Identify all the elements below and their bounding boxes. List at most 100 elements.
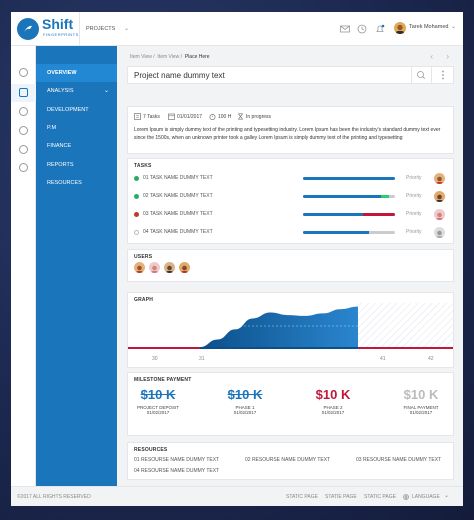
logo-icon[interactable] — [17, 18, 39, 40]
resource-link[interactable]: 02 RESOURSE NAME DUMMY TEXT — [245, 457, 331, 463]
breadcrumb: Item View / Item View / Place Here — [130, 54, 210, 60]
tick-label: 31 — [199, 356, 205, 362]
tasks-count: 7 Tasks — [143, 114, 160, 120]
brand-name[interactable]: Shift — [42, 16, 74, 32]
sidebar-item-label: DEVELOPMENT — [47, 107, 89, 113]
forecast-region — [358, 303, 453, 347]
task-row[interactable]: 01 TASK NAME DUMMY TEXT Priority — [134, 173, 449, 185]
rail-globe-icon[interactable] — [11, 159, 36, 177]
breadcrumb-item[interactable]: Item View / — [157, 54, 183, 60]
sidebar-item-resources[interactable]: RESOURCES — [36, 174, 117, 192]
calendar-icon — [168, 113, 175, 120]
avatar[interactable] — [434, 173, 445, 184]
task-progress-fill — [303, 231, 370, 234]
timeline-red-segment — [128, 347, 200, 349]
avatar[interactable] — [434, 209, 445, 220]
resources-heading: RESOURCES — [134, 447, 168, 453]
bell-icon[interactable] — [375, 24, 385, 34]
user-name[interactable]: Tarek Mohamed — [409, 24, 449, 30]
avatar[interactable] — [434, 227, 445, 238]
avatar[interactable] — [149, 262, 160, 273]
avatar[interactable] — [134, 262, 145, 273]
search-icon — [417, 71, 425, 79]
sidebar-item-label: REPORTS — [47, 162, 74, 168]
tasks-icon — [134, 113, 141, 120]
breadcrumb-item[interactable]: Item View / — [130, 54, 155, 60]
resource-link[interactable]: 03 RESOURSE NAME DUMMY TEXT — [356, 457, 442, 463]
chevron-left-icon[interactable]: ‹ — [430, 52, 433, 61]
task-row[interactable]: 04 TASK NAME DUMMY TEXT Priority — [134, 227, 449, 239]
sidebar-item-development[interactable]: DEVELOPMENT — [36, 101, 117, 119]
milestone-item[interactable]: $10 K PROJECT DEPOSIT 01/02/2017 — [128, 387, 188, 415]
sidebar-item-label: OVERVIEW — [47, 70, 77, 76]
avatar[interactable] — [164, 262, 175, 273]
milestone-item[interactable]: $10 K PHASE 1 01/02/2017 — [215, 387, 275, 415]
sidebar-item-label: P.M — [47, 125, 57, 131]
milestone-card: MILESTONE PAYMENT $10 K PROJECT DEPOSIT 01… — [127, 372, 454, 436]
task-row[interactable]: 02 TASK NAME DUMMY TEXT Priority — [134, 191, 449, 203]
task-priority[interactable]: Priority — [406, 175, 422, 181]
milestone-name: FINAL PAYMENT — [403, 405, 439, 410]
users-heading: USERS — [134, 254, 153, 260]
chevron-down-icon[interactable]: ⌄ — [451, 24, 457, 30]
tick-label: 41 — [380, 356, 386, 362]
mail-icon[interactable] — [340, 24, 350, 34]
footer-link[interactable]: STATIC PAGE — [286, 494, 318, 500]
footer-link[interactable]: STATIE PAGE — [325, 494, 357, 500]
search-button[interactable] — [411, 67, 429, 83]
footer: ©2017 ALL RIGHTS RESERVED STATIC PAGE ST… — [11, 486, 463, 506]
sidebar-item-reports[interactable]: REPORTS — [36, 156, 117, 174]
page-nav: ‹ › — [430, 52, 449, 61]
avatar[interactable] — [394, 22, 406, 34]
task-label: 04 TASK NAME DUMMY TEXT — [143, 229, 213, 235]
rail-calendar-icon[interactable] — [11, 84, 36, 102]
task-priority[interactable]: Priority — [406, 229, 422, 235]
tasks-card: TASKS 01 TASK NAME DUMMY TEXT Priority 02 … — [127, 158, 454, 244]
rail-bell-icon[interactable] — [11, 122, 36, 140]
task-progress-bar — [303, 213, 395, 216]
more-button[interactable] — [431, 67, 453, 83]
milestone-date: 01/02/2017 — [409, 410, 433, 415]
stopwatch-icon — [209, 114, 216, 120]
task-status-dot — [134, 212, 139, 217]
task-label: 01 TASK NAME DUMMY TEXT — [143, 175, 213, 181]
tasks-heading: TASKS — [134, 163, 152, 169]
rail-dashboard-icon[interactable] — [11, 64, 36, 82]
milestone-item[interactable]: $10 K PHASE 2 01/02/2017 — [303, 387, 363, 415]
chevron-right-icon[interactable]: › — [446, 52, 449, 61]
sidebar-item-finance[interactable]: FINANCE — [36, 137, 117, 155]
task-label: 03 TASK NAME DUMMY TEXT — [143, 211, 213, 217]
task-status-dot — [134, 230, 139, 235]
resource-link[interactable]: 04 RESOURSE NAME DUMMY TEXT — [134, 468, 220, 474]
hourglass-icon — [237, 113, 244, 120]
milestone-name: PHASE 1 — [235, 405, 255, 410]
sidebar-item-analysis[interactable]: ANALYSIS ⌄ — [36, 82, 117, 100]
task-row[interactable]: 03 TASK NAME DUMMY TEXT Priority — [134, 209, 449, 221]
milestone-item[interactable]: $10 K FINAL PAYMENT 01/02/2017 — [391, 387, 451, 415]
rail-pin-icon[interactable] — [11, 103, 36, 121]
milestone-date: 01/02/2017 — [146, 410, 170, 415]
copyright: ©2017 ALL RIGHTS RESERVED — [17, 494, 91, 500]
project-selector-label: PROJECTS — [86, 26, 116, 32]
chevron-down-icon[interactable]: ⌄ — [444, 493, 450, 499]
language-selector[interactable]: LANGUAGE — [412, 494, 440, 500]
rail-camera-icon[interactable] — [11, 141, 36, 159]
task-progress-bar — [303, 195, 395, 198]
task-priority[interactable]: Priority — [406, 211, 422, 217]
sidebar-item-label: RESOURCES — [47, 180, 82, 186]
footer-link[interactable]: STATIC PAGE — [364, 494, 396, 500]
clock-icon[interactable] — [357, 24, 367, 34]
project-selector[interactable]: PROJECTS ⌄ — [79, 12, 169, 46]
task-priority[interactable]: Priority — [406, 193, 422, 199]
avatar[interactable] — [434, 191, 445, 202]
project-info-card: 7 Tasks 01/01/2017 100 H In progress Lor… — [127, 106, 454, 154]
avatar[interactable] — [179, 262, 190, 273]
graph-card: GRAPH 30 31 41 42 — [127, 292, 454, 368]
milestone-name: PHASE 2 — [323, 405, 343, 410]
project-date: 01/01/2017 — [177, 114, 203, 120]
chevron-down-icon: ⌄ — [103, 88, 109, 94]
sidebar-item-pm[interactable]: P.M — [36, 119, 117, 137]
app-window: Shift FINGERPRINTS PROJECTS ⌄ Tarek Moha… — [11, 12, 463, 506]
sidebar-item-overview[interactable]: OVERVIEW — [36, 64, 117, 82]
resource-link[interactable]: 01 RESOURSE NAME DUMMY TEXT — [134, 457, 220, 463]
